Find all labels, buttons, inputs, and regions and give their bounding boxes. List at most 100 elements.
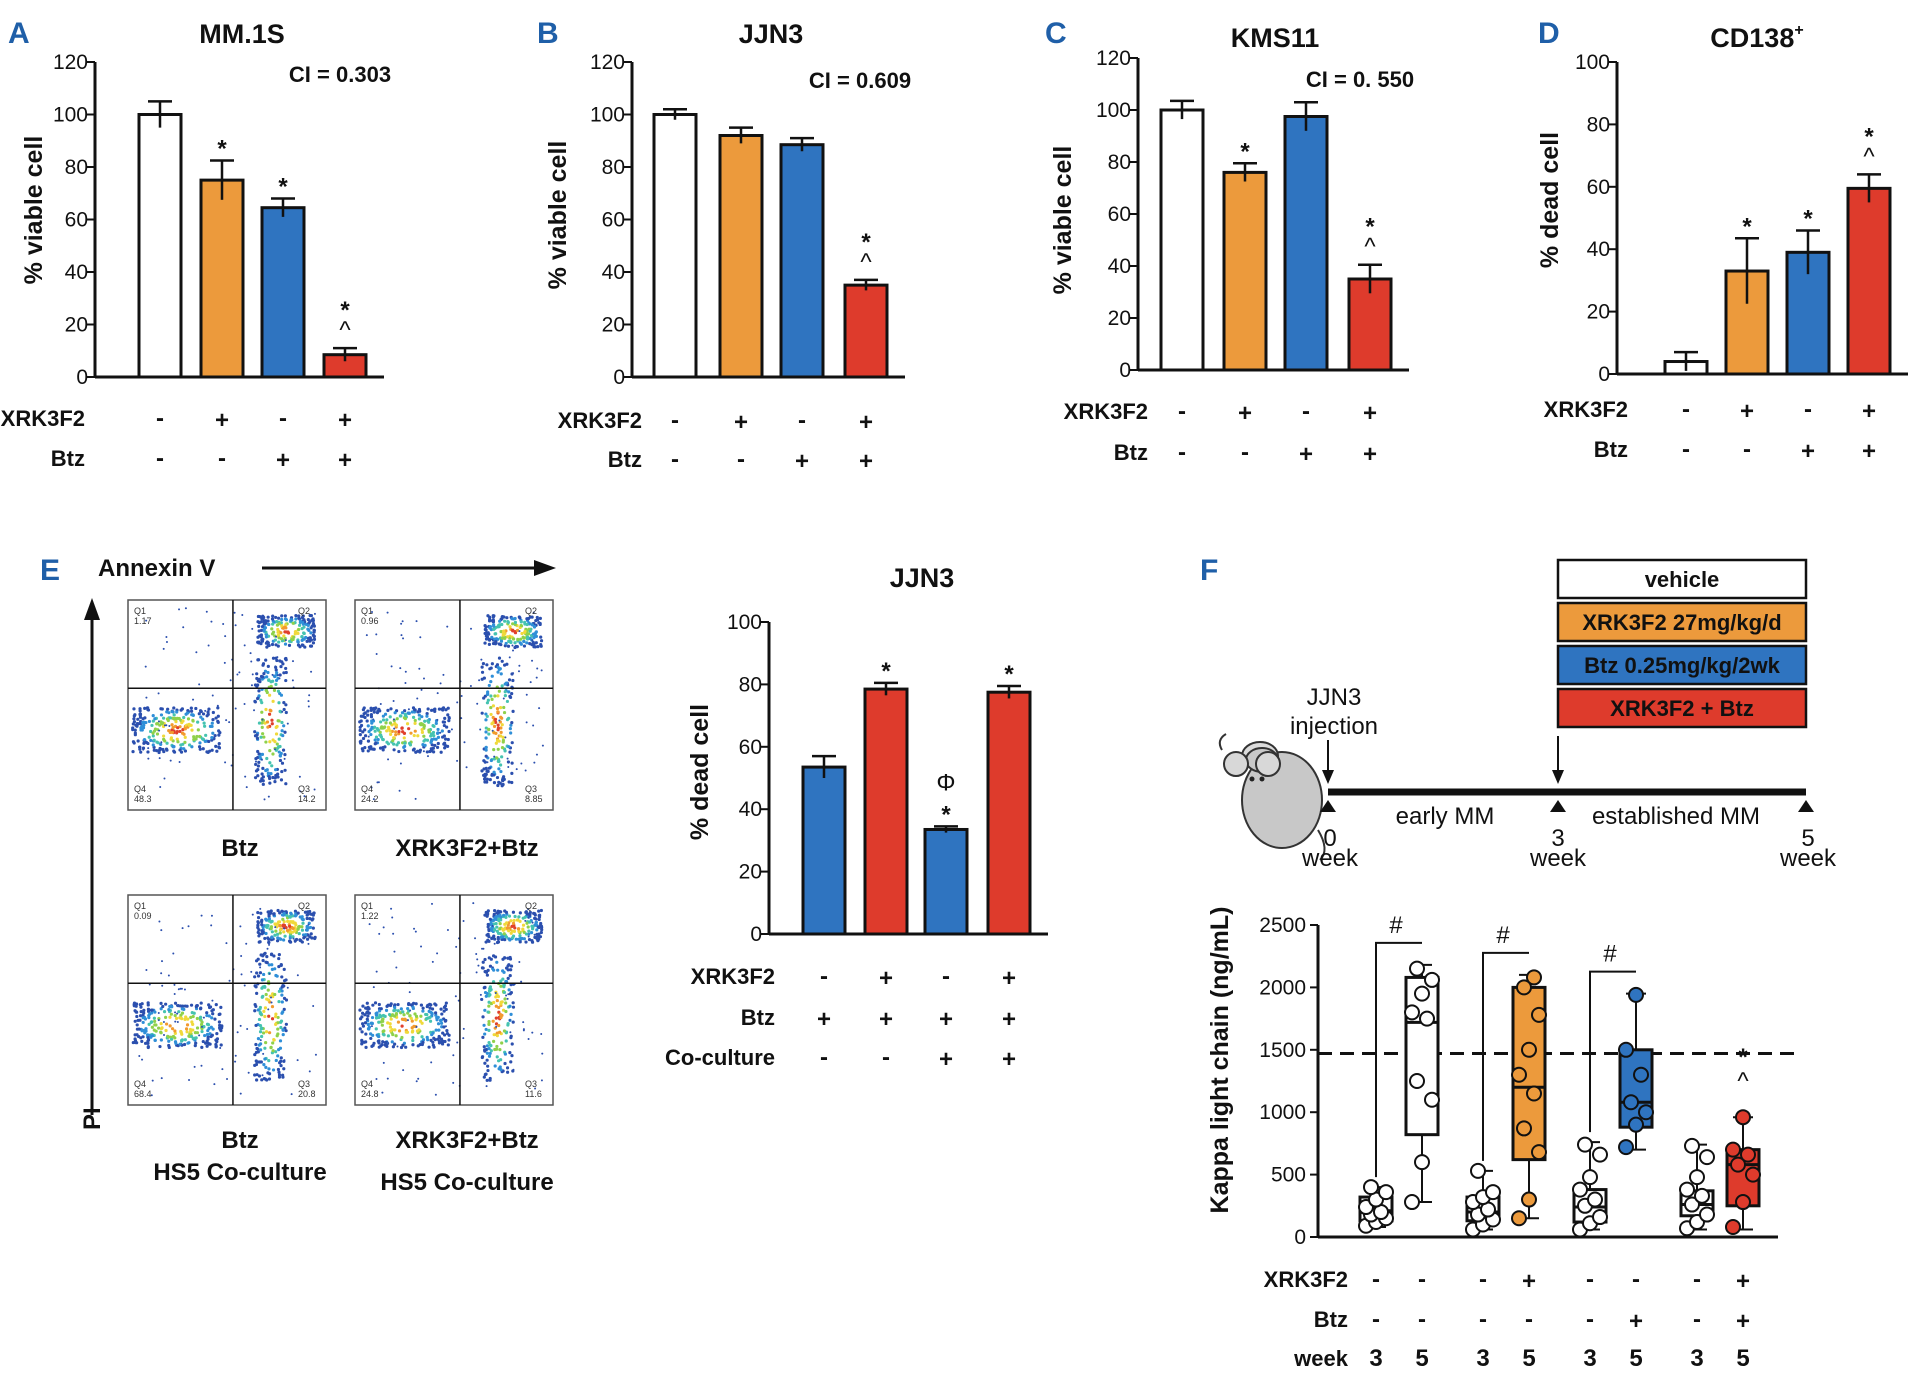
chart-d-title: CD138+ <box>1710 22 1803 53</box>
flow-event <box>234 707 237 710</box>
flow-event <box>260 995 264 999</box>
flow-event <box>254 762 258 767</box>
flow-event <box>229 679 232 682</box>
flow-event <box>265 923 269 928</box>
flow-event <box>454 995 457 998</box>
flow-event <box>537 909 541 913</box>
flow-event <box>268 693 272 697</box>
flow-event <box>297 931 301 936</box>
flow-event <box>434 1011 438 1015</box>
flow-event <box>268 972 271 975</box>
flow-event <box>497 1010 501 1014</box>
flow-event <box>240 955 243 958</box>
flow-event <box>284 658 288 662</box>
row-value: + <box>795 448 809 475</box>
chart-c-title: KMS11 <box>1231 23 1320 53</box>
box-0 <box>1358 1179 1394 1234</box>
flow-event <box>255 1060 259 1064</box>
flow-event <box>407 741 412 745</box>
flow-event <box>379 720 383 724</box>
flow-event <box>425 711 429 716</box>
flow-event <box>267 678 271 683</box>
flow-event <box>495 998 499 1003</box>
flow-event <box>305 925 309 929</box>
flow-event <box>430 708 434 712</box>
flow-event <box>157 750 161 755</box>
flow-event <box>165 717 170 721</box>
flow-event <box>360 1011 365 1015</box>
significance-mark: ^ <box>860 249 872 276</box>
flow-event <box>274 1012 278 1016</box>
flow-event <box>210 1016 214 1020</box>
flow-event <box>283 617 288 621</box>
flow-event <box>201 717 205 721</box>
flow-event <box>413 721 417 725</box>
flow-event <box>263 798 266 801</box>
flow-event <box>160 1026 164 1030</box>
row-value: 5 <box>1629 1345 1642 1372</box>
flow-event <box>490 635 494 639</box>
flow-event <box>439 682 442 685</box>
flow-event <box>264 689 269 693</box>
flow-event <box>135 721 139 726</box>
flow-event <box>216 719 220 724</box>
flow-event <box>518 940 522 944</box>
panel-label-f: F <box>1200 554 1218 587</box>
annexin-axis-label: Annexin V <box>98 555 215 582</box>
flow-event <box>159 785 162 788</box>
flow-event <box>369 732 373 737</box>
flow-event <box>274 725 278 729</box>
flow-event <box>270 718 274 722</box>
flow-event <box>191 719 195 723</box>
flow-event <box>460 717 463 720</box>
flow-event <box>190 1034 194 1039</box>
flow-event <box>494 731 498 735</box>
flow-event <box>499 730 503 734</box>
flow-event <box>441 1031 445 1035</box>
row-value: - <box>1804 396 1812 423</box>
flow-event <box>407 711 411 715</box>
flow-event <box>309 613 314 618</box>
flow-event <box>270 967 275 971</box>
flow-event <box>163 777 166 780</box>
flow-event <box>374 735 379 739</box>
y-tick-label: 2500 <box>1259 914 1306 937</box>
flow-event <box>281 1033 285 1037</box>
row-value: 5 <box>1522 1345 1535 1372</box>
flow-event <box>283 768 287 772</box>
flow-event <box>499 763 503 767</box>
flow-event <box>161 960 164 963</box>
flow-event <box>508 695 513 699</box>
significance-mark: * <box>1864 123 1874 150</box>
flow-event <box>480 711 484 715</box>
flow-event <box>160 741 163 744</box>
flow-event <box>152 738 156 742</box>
flow-event <box>276 775 280 779</box>
flow-event <box>486 909 490 913</box>
flow-event <box>503 749 507 753</box>
flow-event <box>539 635 543 639</box>
flow-event <box>419 1003 424 1007</box>
data-point <box>1638 1104 1654 1121</box>
flow-event <box>502 775 506 779</box>
flow-event <box>283 752 287 757</box>
flow-event <box>495 940 500 945</box>
flow-event <box>371 1003 375 1007</box>
flow-event <box>280 617 284 622</box>
row-value: + <box>1522 1268 1536 1295</box>
flow-event <box>499 734 503 738</box>
y-tick-label: 20 <box>1108 307 1131 330</box>
flow-event <box>412 747 416 751</box>
row-value: + <box>1363 441 1377 468</box>
flow-event <box>420 1021 424 1025</box>
flow-event <box>495 775 500 780</box>
flow-event <box>280 1000 284 1004</box>
flow-event <box>300 635 304 639</box>
flow-event <box>207 739 211 744</box>
quadrant-q1-value: 1.17 <box>134 616 152 626</box>
flow-event <box>267 775 271 779</box>
flow-event <box>533 913 537 917</box>
flow-event <box>162 749 166 754</box>
flow-event <box>133 728 137 732</box>
y-tick-label: 100 <box>53 104 88 127</box>
